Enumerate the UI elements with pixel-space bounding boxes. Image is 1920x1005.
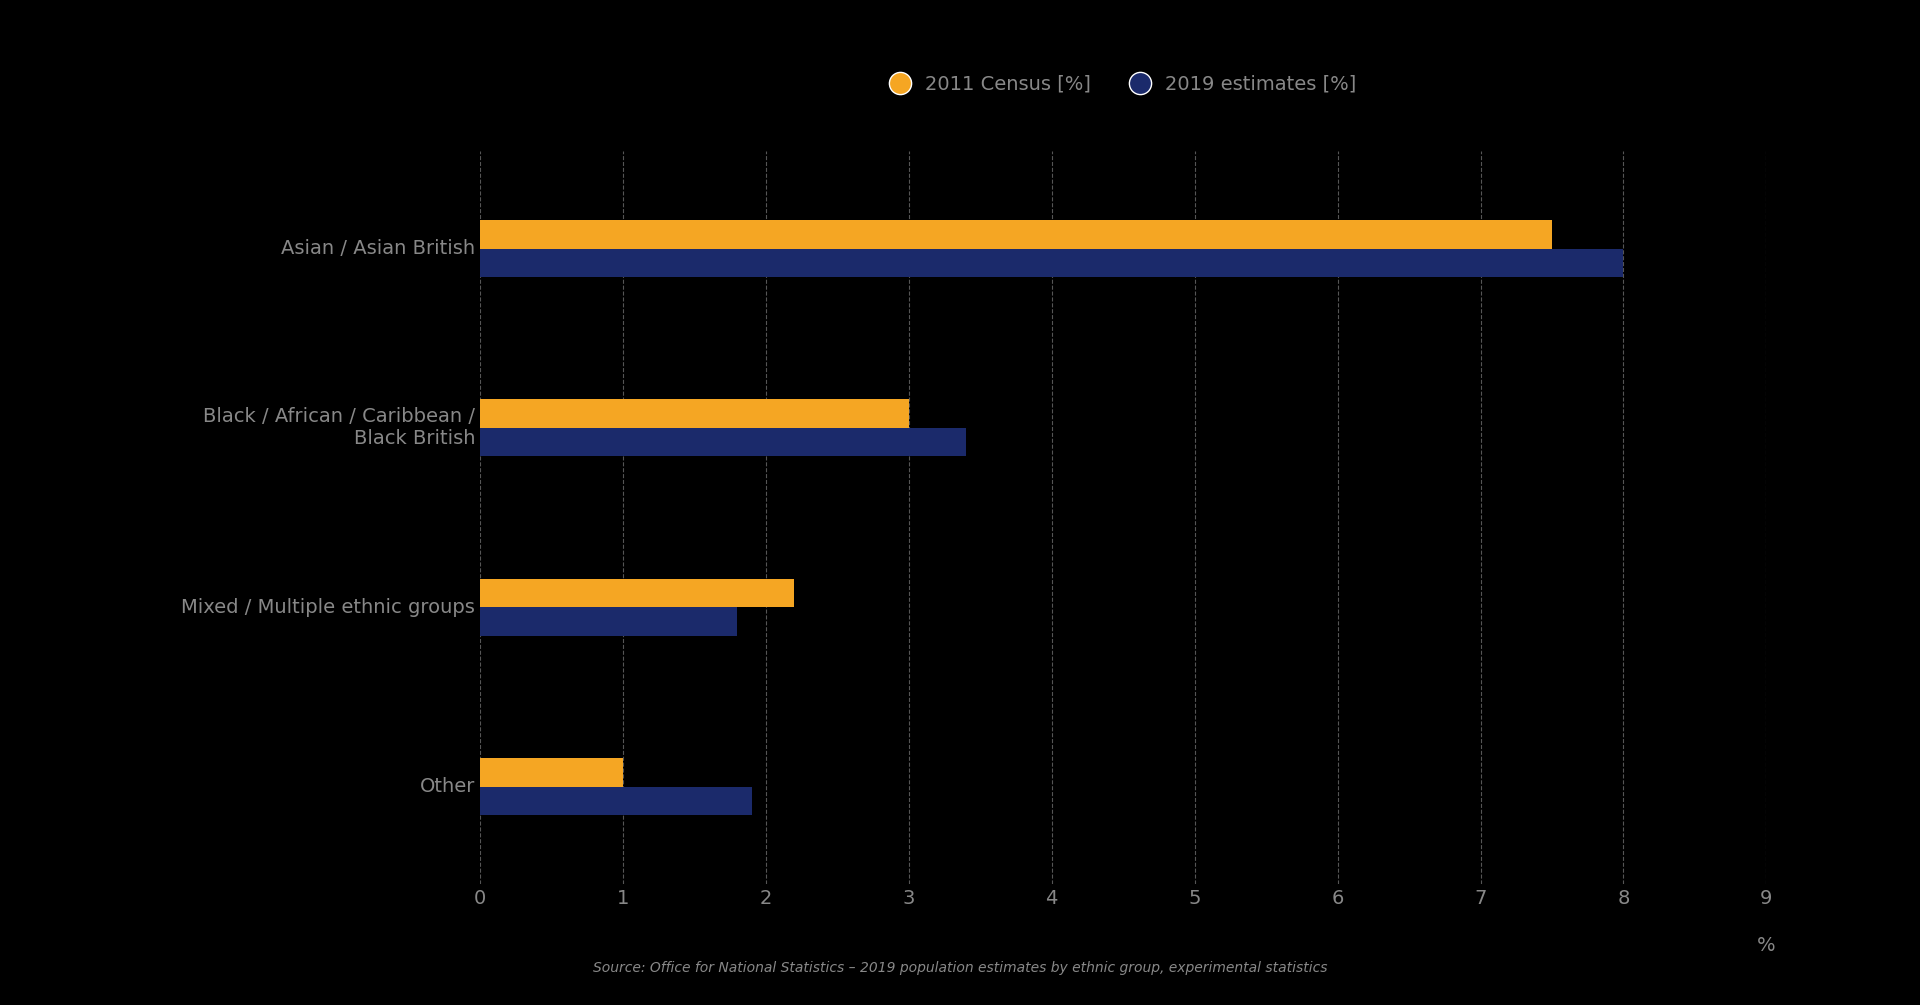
Bar <box>480 428 966 456</box>
Bar <box>480 787 751 815</box>
Bar <box>480 220 1551 248</box>
Bar <box>480 758 622 787</box>
Bar <box>480 399 908 428</box>
Bar <box>480 248 1624 277</box>
Bar <box>480 579 795 607</box>
Legend: 2011 Census [%], 2019 estimates [%]: 2011 Census [%], 2019 estimates [%] <box>881 65 1365 104</box>
X-axis label: %: % <box>1757 936 1776 955</box>
Text: Source: Office for National Statistics – 2019 population estimates by ethnic gro: Source: Office for National Statistics –… <box>593 961 1327 975</box>
Bar <box>480 607 737 636</box>
